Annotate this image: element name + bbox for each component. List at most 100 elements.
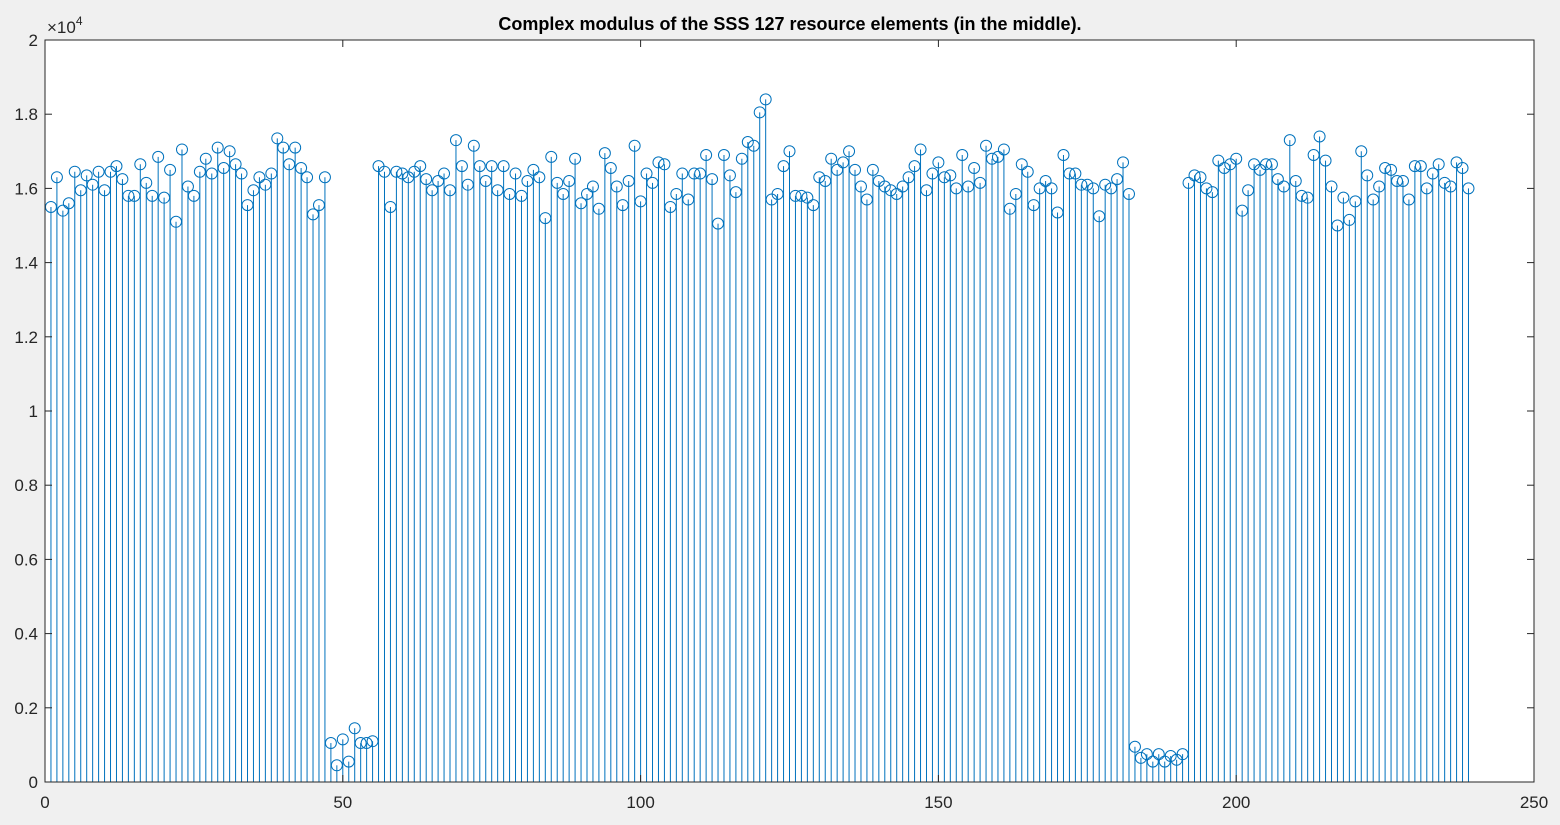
stem-marker <box>1295 189 1308 202</box>
stem-marker <box>604 161 617 174</box>
y-tick-label: 1.4 <box>14 254 38 273</box>
stem-marker <box>485 160 498 173</box>
stem-marker <box>628 139 641 152</box>
stem-marker <box>914 143 927 156</box>
stem-marker <box>414 160 427 173</box>
x-tick-label: 200 <box>1222 793 1250 812</box>
stem-marker <box>497 160 510 173</box>
chart-title: Complex modulus of the SSS 127 resource … <box>498 14 1081 34</box>
stem-marker <box>295 161 308 174</box>
stem-marker <box>134 158 147 171</box>
stem-marker <box>569 152 582 165</box>
stem-marker <box>1039 174 1052 187</box>
stem-marker <box>92 165 105 178</box>
x-tick-label: 150 <box>924 793 952 812</box>
stem-marker <box>289 141 302 154</box>
stem-marker <box>1337 191 1350 204</box>
y-axis-exponent: ×104 <box>47 14 83 37</box>
stem-marker <box>997 143 1010 156</box>
stem-marker <box>1379 161 1392 174</box>
stem-marker <box>1057 149 1070 162</box>
stem-marker <box>854 180 867 193</box>
stem-marker <box>956 149 969 162</box>
stem-marker <box>1087 182 1100 195</box>
stem-marker <box>801 191 814 204</box>
stem-marker <box>223 145 236 158</box>
stem-marker <box>455 160 468 173</box>
stem-marker <box>1355 145 1368 158</box>
stem-marker <box>1361 169 1374 182</box>
stem-marker <box>723 169 736 182</box>
stem-marker <box>1099 178 1112 191</box>
stem-marker <box>301 171 314 184</box>
stem-marker <box>676 167 689 180</box>
stem-marker <box>449 134 462 147</box>
stem-marker <box>336 733 349 746</box>
stem-marker <box>110 160 123 173</box>
stem-marker <box>271 132 284 145</box>
stem-marker <box>1152 748 1165 761</box>
stem-marker <box>1271 173 1284 186</box>
stem-marker <box>610 180 623 193</box>
x-tick-label: 0 <box>40 793 49 812</box>
stem-marker <box>968 161 981 174</box>
stem-marker <box>658 158 671 171</box>
stem-marker <box>1015 158 1028 171</box>
stem-marker <box>1414 160 1427 173</box>
stem-marker <box>1188 169 1201 182</box>
stem-marker <box>1140 748 1153 761</box>
stem-marker <box>277 141 290 154</box>
stem-marker <box>68 165 81 178</box>
stem-marker <box>378 165 391 178</box>
stem-marker <box>140 176 153 189</box>
x-tick-label: 50 <box>333 793 352 812</box>
stem-marker <box>652 156 665 169</box>
stem-marker <box>1069 167 1082 180</box>
stem-marker <box>1396 174 1409 187</box>
x-tick-label: 250 <box>1520 793 1548 812</box>
stem-marker <box>1313 130 1326 143</box>
stem-marker <box>348 722 361 735</box>
stem-marker <box>932 156 945 169</box>
stem-marker <box>199 152 212 165</box>
stem-marker <box>1081 178 1094 191</box>
y-tick-label: 2 <box>29 31 38 50</box>
stem-marker <box>1128 740 1141 753</box>
stem-marker <box>1194 171 1207 184</box>
stem-marker <box>759 93 772 106</box>
stem-marker <box>1319 154 1332 167</box>
stem-marker <box>1456 161 1469 174</box>
x-axis: 0 50 100 150 200 250 <box>40 40 1548 812</box>
stem-marker <box>980 139 993 152</box>
y-tick-label: 0.8 <box>14 476 38 495</box>
y-tick-label: 1.2 <box>14 328 38 347</box>
stem-marker <box>849 163 862 176</box>
stem-marker <box>175 143 188 156</box>
stem-marker <box>741 136 754 149</box>
stem-marker <box>640 167 653 180</box>
stem-marker <box>1385 163 1398 176</box>
stem-marker <box>717 149 730 162</box>
stem-marker <box>551 176 564 189</box>
stem-marker <box>253 171 266 184</box>
stem-marker <box>1325 180 1338 193</box>
stem-marker <box>783 145 796 158</box>
stem-marker <box>706 173 719 186</box>
stem-marker <box>164 163 177 176</box>
x-tick-label: 100 <box>626 793 654 812</box>
stem-marker <box>235 167 248 180</box>
stem-marker <box>795 189 808 202</box>
stem-marker <box>586 180 599 193</box>
stem-marker <box>1289 174 1302 187</box>
stem-marker <box>825 152 838 165</box>
stem-marker <box>527 163 540 176</box>
stem-marker <box>181 180 194 193</box>
stem-marker <box>318 171 331 184</box>
stem-marker <box>1438 176 1451 189</box>
y-tick-label: 0.6 <box>14 550 38 569</box>
y-axis: 0 0.2 0.4 0.6 0.8 1 1.2 1.4 1.6 1.8 2 <box>14 31 1534 792</box>
stem-marker <box>1021 165 1034 178</box>
stem-marker <box>1212 154 1225 167</box>
stem-series <box>44 93 1475 782</box>
stem-marker <box>1117 156 1130 169</box>
